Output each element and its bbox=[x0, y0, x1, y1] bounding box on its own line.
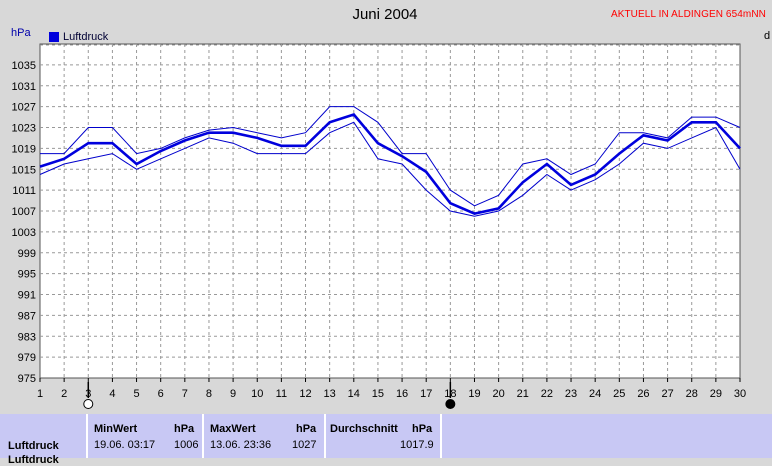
x-tick-label: 22 bbox=[541, 388, 553, 400]
x-tick-label: 20 bbox=[492, 388, 504, 400]
x-tick-label: 1 bbox=[37, 388, 43, 400]
x-tick-label: 19 bbox=[468, 388, 480, 400]
live-station-link[interactable]: AKTUELL IN ALDINGEN 654mNN bbox=[610, 9, 766, 20]
x-tick-label: 10 bbox=[251, 388, 263, 400]
legend-swatch bbox=[49, 32, 59, 42]
x-tick-label: 17 bbox=[420, 388, 432, 400]
y-tick-label: 991 bbox=[18, 290, 36, 302]
x-tick-label: 25 bbox=[613, 388, 625, 400]
y-tick-label: 1003 bbox=[12, 227, 36, 239]
stats-row-label: Luftdruck bbox=[8, 440, 59, 452]
stats-max-unit: hPa bbox=[296, 423, 317, 435]
x-tick-label: 13 bbox=[324, 388, 336, 400]
series-line-max bbox=[40, 106, 741, 207]
stats-min-cell: MinWert hPa 19.06. 03:17 1006 bbox=[88, 414, 204, 458]
x-tick-label: 30 bbox=[734, 388, 746, 400]
x-tick-label: 2 bbox=[61, 388, 67, 400]
y-tick-label: 1023 bbox=[12, 123, 36, 135]
y-tick-label: 999 bbox=[18, 248, 36, 260]
y-axis-unit-right: d bbox=[764, 30, 771, 42]
x-tick-label: 14 bbox=[348, 388, 360, 400]
stats-avg-unit: hPa bbox=[412, 423, 433, 435]
stats-min-value: 1006 bbox=[174, 439, 199, 451]
chart-canvas: 9759799839879919959991003100710111015101… bbox=[12, 43, 746, 409]
y-tick-label: 983 bbox=[18, 331, 36, 343]
x-tick-label: 23 bbox=[565, 388, 577, 400]
x-tick-label: 21 bbox=[517, 388, 529, 400]
x-tick-label: 26 bbox=[637, 388, 649, 400]
stats-row-label-next: Luftdruck bbox=[8, 454, 59, 466]
pressure-chart: 975 979 983 987 991 995 999 1003 1007 1011 1015 101… bbox=[11, 6, 771, 409]
x-tick-label: 24 bbox=[589, 388, 601, 400]
x-tick-label: 9 bbox=[230, 388, 236, 400]
x-tick-label: 6 bbox=[158, 388, 164, 400]
x-tick-label: 11 bbox=[276, 388, 287, 400]
y-tick-label: 1007 bbox=[12, 206, 36, 218]
x-tick-label: 16 bbox=[396, 388, 408, 400]
x-tick-label: 4 bbox=[109, 388, 115, 400]
x-tick-label: 12 bbox=[299, 388, 311, 400]
x-tick-label: 27 bbox=[661, 388, 673, 400]
series-line-mean bbox=[39, 112, 741, 215]
y-tick-label: 987 bbox=[18, 310, 36, 322]
y-tick-label: 1031 bbox=[12, 81, 36, 93]
stats-min-time: 19.06. 03:17 bbox=[94, 439, 156, 451]
y-tick-label: 995 bbox=[18, 269, 36, 281]
y-tick-label: 1015 bbox=[12, 164, 36, 176]
stats-avg-cell: Durchschnitt hPa 1017.9 bbox=[326, 414, 442, 458]
y-axis-unit: hPa bbox=[11, 27, 31, 39]
stats-avg-header: Durchschnitt bbox=[330, 423, 398, 435]
x-tick-label: 8 bbox=[206, 388, 212, 400]
chart-title: Juni 2004 bbox=[352, 6, 418, 23]
x-tick-label: 29 bbox=[710, 388, 722, 400]
stats-min-header: MinWert bbox=[94, 423, 138, 435]
x-tick-label: 15 bbox=[372, 388, 384, 400]
x-tick-label: 7 bbox=[182, 388, 188, 400]
legend-label: Luftdruck bbox=[63, 31, 109, 43]
x-tick-label: 28 bbox=[686, 388, 698, 400]
y-tick-label: 1035 bbox=[12, 60, 36, 72]
stats-label-cell: Luftdruck Luftdruck bbox=[0, 414, 88, 466]
stats-max-header: MaxWert bbox=[210, 423, 256, 435]
open-circle-marker bbox=[83, 399, 94, 409]
y-tick-label: 1027 bbox=[12, 102, 36, 114]
stats-avg-value: 1017.9 bbox=[400, 439, 434, 451]
x-tick-label: 5 bbox=[133, 388, 139, 400]
stats-table: Luftdruck Luftdruck MinWert hPa 19.06. 0… bbox=[0, 414, 772, 466]
series-line-min bbox=[39, 121, 741, 217]
stats-min-unit: hPa bbox=[174, 423, 195, 435]
legend: Luftdruck bbox=[49, 31, 108, 43]
y-tick-label: 1011 bbox=[12, 185, 36, 197]
y-tick-label: 979 bbox=[18, 352, 36, 364]
filled-circle-marker bbox=[445, 399, 456, 409]
y-tick-label: 975 bbox=[18, 373, 36, 385]
stats-max-time: 13.06. 23:36 bbox=[210, 439, 272, 451]
stats-max-cell: MaxWert hPa 13.06. 23:36 1027 bbox=[204, 414, 326, 458]
stats-max-value: 1027 bbox=[292, 439, 317, 451]
y-tick-label: 1019 bbox=[12, 143, 36, 155]
